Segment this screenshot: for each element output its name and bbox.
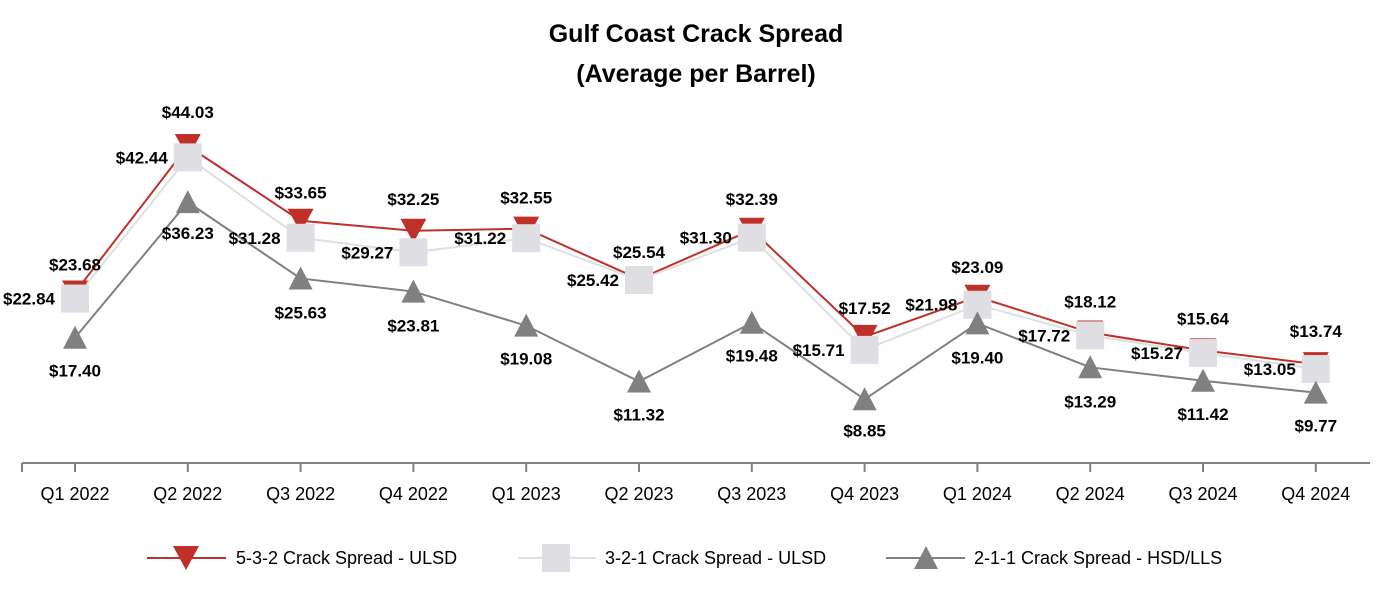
series-3-point <box>1078 355 1103 379</box>
series-2-point <box>850 335 879 364</box>
series-1-data-label: $23.68 <box>49 256 101 275</box>
series-3-point <box>401 279 426 303</box>
series-2-data-label: $31.28 <box>229 229 281 248</box>
series-2-point <box>737 223 766 252</box>
series-3-point <box>63 325 87 349</box>
series-layer <box>61 133 1330 411</box>
series-2-data-label: $42.44 <box>116 148 169 167</box>
series-2-point <box>512 224 541 253</box>
series-3-data-label: $19.08 <box>500 350 552 369</box>
series-3-data-label: $19.40 <box>951 348 1003 367</box>
x-tick-label: Q1 2023 <box>492 484 561 504</box>
x-tick-label: Q3 2023 <box>717 484 786 504</box>
series-2-data-label: $22.84 <box>3 290 56 309</box>
series-3-data-label: $8.85 <box>843 421 886 440</box>
series-1-data-label: $13.74 <box>1290 322 1343 341</box>
legend-label-2: 3-2-1 Crack Spread - ULSD <box>605 548 826 568</box>
series-line-2 <box>74 156 1316 371</box>
x-tick-label: Q3 2024 <box>1168 484 1237 504</box>
series-2-data-label: $15.71 <box>793 341 845 360</box>
chart-title-line-2: (Average per Barrel) <box>576 60 815 88</box>
x-tick-label: Q1 2024 <box>943 484 1012 504</box>
series-1-data-label: $33.65 <box>275 184 327 203</box>
legend-label-3: 2-1-1 Crack Spread - HSD/LLS <box>974 548 1222 568</box>
series-2-point <box>286 223 315 252</box>
series-3-data-label: $11.42 <box>1177 405 1228 424</box>
series-3-data-label: $11.32 <box>613 405 664 424</box>
legend: 5-3-2 Crack Spread - ULSD 3-2-1 Crack Spr… <box>147 544 1222 572</box>
series-3-point <box>1191 368 1215 392</box>
series-3-data-label: $13.29 <box>1064 392 1116 411</box>
series-3-data-label: $19.48 <box>726 347 778 366</box>
series-1-point <box>400 218 427 243</box>
series-3-point <box>739 310 764 334</box>
series-3-data-label: $9.77 <box>1295 417 1338 436</box>
legend-marker-2 <box>542 544 570 572</box>
x-tick-label: Q3 2022 <box>266 484 335 504</box>
x-tick-label: Q4 2022 <box>379 484 448 504</box>
series-1-data-label: $17.52 <box>839 299 891 318</box>
x-tick-label: Q1 2022 <box>40 484 109 504</box>
series-3-point <box>514 313 539 337</box>
series-3-point <box>852 387 877 411</box>
series-1-data-label: $32.55 <box>500 189 552 208</box>
legend-label-1: 5-3-2 Crack Spread - ULSD <box>236 548 457 568</box>
series-2-data-label: $25.42 <box>567 271 619 290</box>
series-1-data-label: $44.03 <box>162 103 214 122</box>
chart-title-line-1: Gulf Coast Crack Spread <box>549 20 844 48</box>
series-2-point <box>1189 339 1217 368</box>
series-2-data-label: $13.05 <box>1244 360 1296 379</box>
x-axis-ticks: Q1 2022 Q2 2022 Q3 2022 Q4 2022 Q1 2023 Q2 20… <box>21 463 1350 504</box>
series-3-data-label: $36.23 <box>162 224 214 243</box>
x-tick-label: Q2 2024 <box>1056 484 1125 504</box>
series-1-data-label: $15.64 <box>1177 309 1230 328</box>
x-tick-label: Q4 2024 <box>1281 484 1350 504</box>
series-2-point <box>173 143 202 172</box>
series-2-point <box>61 284 89 313</box>
x-tick-label: Q4 2023 <box>830 484 899 504</box>
series-1-data-label: $25.54 <box>613 243 666 262</box>
series-3-point <box>965 311 990 335</box>
series-3-data-label: $17.40 <box>49 362 101 381</box>
series-line-3 <box>74 200 1316 401</box>
series-2-point <box>1301 355 1330 384</box>
series-1-data-label: $32.25 <box>387 190 439 209</box>
legend-marker-3 <box>914 546 938 569</box>
series-3-point <box>1303 380 1328 404</box>
series-2-point <box>625 265 653 294</box>
series-1-data-label: $32.39 <box>726 190 778 209</box>
series-2-data-label: $17.72 <box>1018 326 1070 345</box>
series-2-point <box>1076 321 1105 350</box>
series-2-data-label: $31.30 <box>680 229 732 248</box>
series-2-data-label: $29.27 <box>341 243 393 262</box>
data-labels-layer: $23.68 $44.03 $33.65 $32.25 $32.55 $25.54 $32.… <box>3 103 1342 440</box>
series-2-data-label: $31.22 <box>454 229 506 248</box>
series-2-data-label: $21.98 <box>905 296 957 315</box>
series-1-data-label: $18.12 <box>1064 293 1116 312</box>
series-2-point <box>399 238 428 267</box>
series-3-data-label: $25.63 <box>275 303 327 322</box>
series-2-data-label: $15.27 <box>1131 344 1183 363</box>
series-1-data-label: $23.09 <box>951 258 1003 277</box>
series-3-data-label: $23.81 <box>387 317 439 336</box>
x-tick-label: Q2 2023 <box>604 484 673 504</box>
series-3-point <box>175 190 200 214</box>
series-line-1 <box>74 144 1316 366</box>
legend-marker-1 <box>173 546 199 570</box>
series-3-point <box>627 369 651 393</box>
series-1-point <box>287 208 314 233</box>
x-tick-label: Q2 2022 <box>153 484 222 504</box>
series-3-point <box>288 266 313 290</box>
